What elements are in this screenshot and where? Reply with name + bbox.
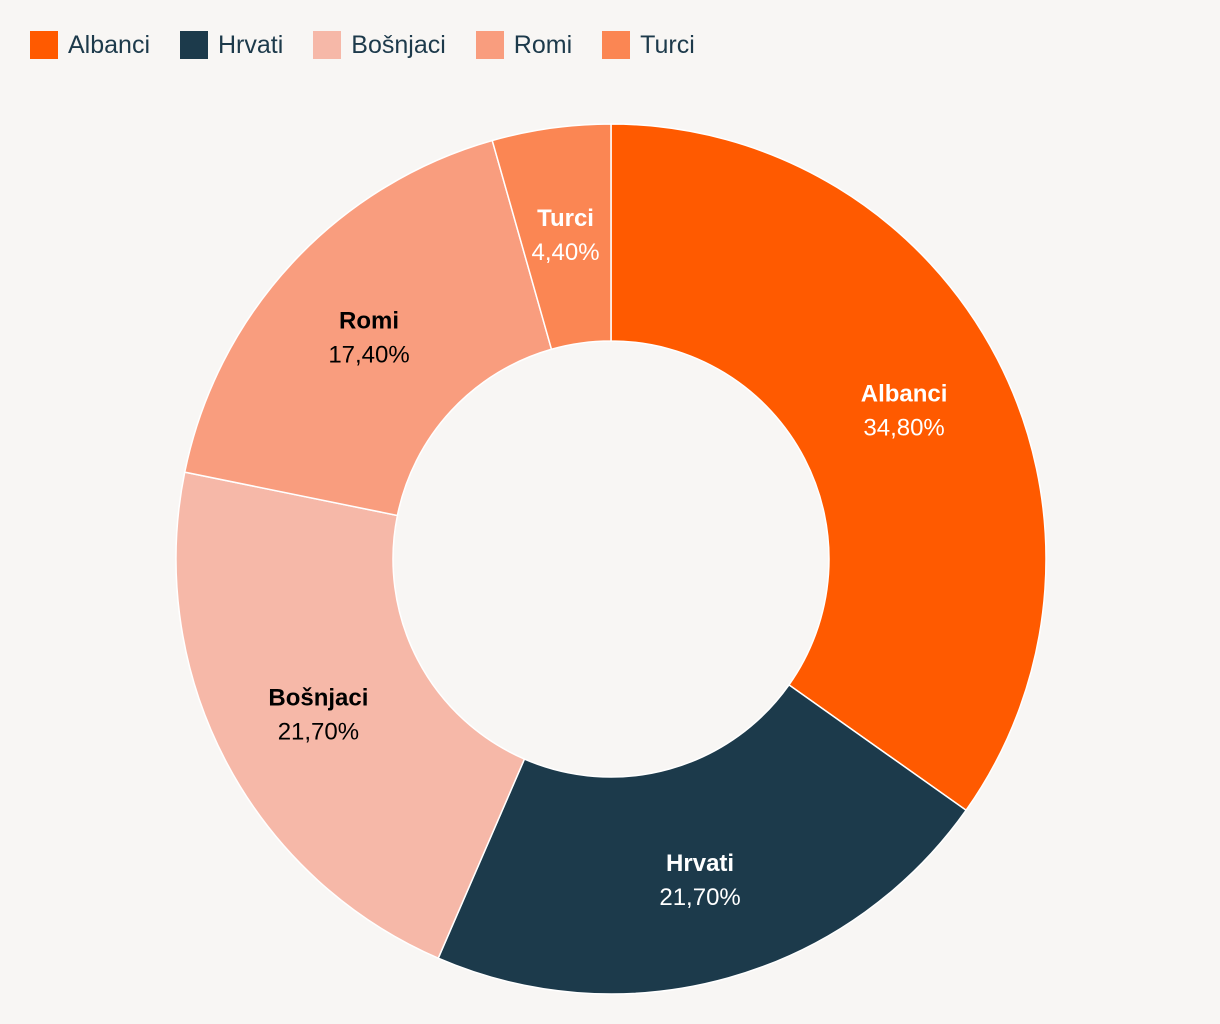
- legend-label-romi: Romi: [513, 31, 573, 59]
- slice-label-bosnjaci: Bošnjaci: [268, 685, 368, 712]
- legend-item-turci[interactable]: Turci: [602, 28, 695, 62]
- slice-label-turci: Turci: [537, 205, 594, 232]
- legend-item-romi[interactable]: Romi: [475, 28, 573, 62]
- slice-romi[interactable]: [183, 139, 553, 517]
- slice-label-albanci: Albanci: [861, 380, 948, 407]
- slice-albanci[interactable]: [610, 123, 1047, 812]
- slice-value-romi: 17,40%: [328, 342, 409, 369]
- chart-legend: Albanci Hrvati Bošnjaci Romi Turci: [30, 28, 695, 62]
- slice-label-romi: Romi: [339, 308, 399, 335]
- slice-value-hrvati: 21,70%: [659, 884, 740, 911]
- legend-swatch-bosnjaci: [313, 31, 342, 59]
- legend-label-bosnjaci: Bošnjaci: [351, 31, 446, 59]
- legend-item-albanci[interactable]: Albanci: [30, 28, 150, 62]
- slice-turci[interactable]: [491, 123, 612, 351]
- legend-label-turci: Turci: [640, 31, 695, 59]
- slice-value-albanci: 34,80%: [863, 414, 944, 441]
- legend-label-hrvati: Hrvati: [218, 31, 284, 59]
- slice-value-bosnjaci: 21,70%: [278, 719, 359, 746]
- slice-bosnjaci[interactable]: [175, 471, 526, 960]
- slice-value-turci: 4,40%: [531, 239, 599, 266]
- legend-swatch-albanci: [30, 31, 58, 59]
- slice-hrvati[interactable]: [437, 683, 968, 995]
- legend-swatch-turci: [602, 31, 631, 59]
- legend-item-hrvati[interactable]: Hrvati: [180, 28, 283, 62]
- slice-label-hrvati: Hrvati: [666, 850, 734, 877]
- legend-item-bosnjaci[interactable]: Bošnjaci: [313, 28, 446, 62]
- legend-label-albanci: Albanci: [68, 31, 150, 59]
- legend-swatch-romi: [475, 31, 504, 59]
- legend-swatch-hrvati: [180, 31, 208, 59]
